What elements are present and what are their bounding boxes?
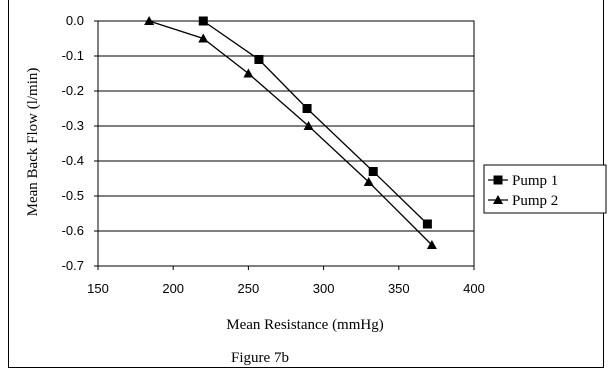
data-point-triangle xyxy=(144,16,155,25)
series-pump-2 xyxy=(144,16,437,249)
y-tick-label: -0.1 xyxy=(62,48,84,63)
x-axis-ticks: 150 200 250 300 350 400 xyxy=(87,266,485,296)
series-line xyxy=(148,20,433,246)
y-tick-label: -0.2 xyxy=(62,83,84,98)
y-tick-label: -0.3 xyxy=(62,118,84,133)
series-pump-1 xyxy=(198,16,432,229)
legend-item: Pump 1 xyxy=(488,173,558,189)
x-tick-label: 250 xyxy=(238,281,260,296)
x-tick-label: 350 xyxy=(388,281,410,296)
y-tick-label: -0.7 xyxy=(62,258,84,273)
y-tick-label: 0.0 xyxy=(66,13,84,28)
x-tick-label: 400 xyxy=(463,281,485,296)
data-point-square xyxy=(368,167,378,176)
series-layer xyxy=(144,16,437,249)
series-line xyxy=(202,20,428,225)
data-point-square xyxy=(302,104,312,113)
data-point-square xyxy=(254,55,264,64)
y-axis-ticks: 0.0 -0.1 -0.2 -0.3 -0.4 -0.5 -0.6 -0.7 xyxy=(62,13,98,273)
data-point-triangle xyxy=(303,121,314,130)
x-tick-label: 150 xyxy=(87,281,109,296)
x-axis-label: Mean Resistance (mmHg) xyxy=(226,317,383,333)
data-point-triangle xyxy=(426,240,437,249)
y-tick-label: -0.6 xyxy=(62,223,84,238)
data-point-triangle xyxy=(198,33,209,43)
legend-marker-square xyxy=(493,175,503,185)
legend: Pump 1 Pump 2 xyxy=(483,164,607,214)
plot-area xyxy=(97,20,475,267)
y-axis-label: Mean Back Flow (l/min) xyxy=(25,68,41,217)
data-point-triangle xyxy=(243,68,254,78)
y-tick-label: -0.5 xyxy=(62,188,84,203)
legend-label: Pump 2 xyxy=(512,193,558,209)
x-tick-label: 300 xyxy=(313,281,335,296)
data-point-square xyxy=(422,219,432,229)
gridlines xyxy=(98,20,474,267)
legend-item: Pump 2 xyxy=(488,193,558,209)
legend-label: Pump 1 xyxy=(512,173,558,189)
figure-caption: Figure 7b xyxy=(231,350,289,366)
data-point-square xyxy=(198,16,208,26)
x-tick-label: 200 xyxy=(162,281,184,296)
y-tick-label: -0.4 xyxy=(62,153,84,168)
legend-marker-triangle xyxy=(493,195,503,204)
legend-box xyxy=(483,164,607,214)
data-point-triangle xyxy=(363,177,374,186)
